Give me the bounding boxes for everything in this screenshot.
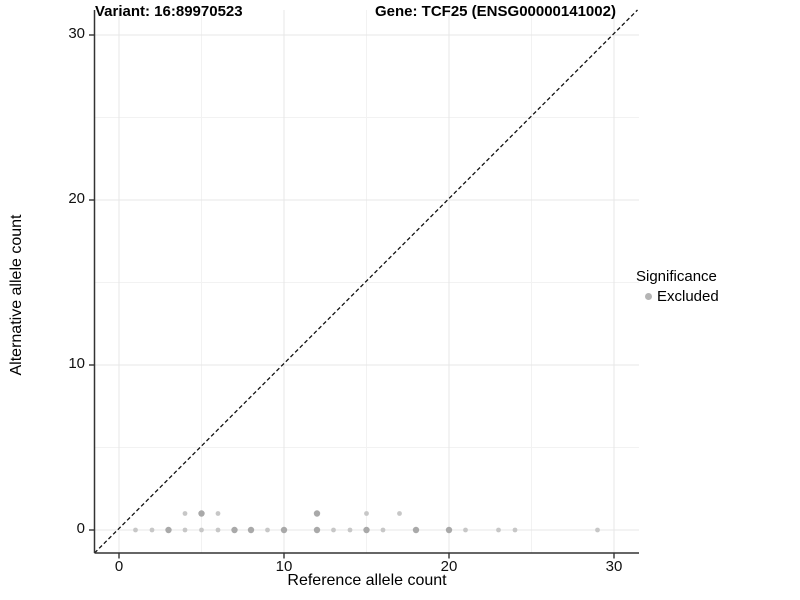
data-point: [198, 510, 205, 517]
x-tick-label: 20: [440, 558, 458, 575]
data-point: [463, 527, 468, 533]
data-point: [182, 527, 188, 533]
identity-line: [94, 9, 638, 554]
excluded-point-icon: [645, 293, 652, 300]
legend-item-label: Excluded: [657, 288, 719, 305]
y-tick-label: 30: [68, 25, 85, 42]
data-point: [380, 527, 386, 533]
plot-title-variant: Variant: 16:89970523: [95, 3, 243, 20]
tick-marks: [89, 34, 615, 559]
axis-lines: [93, 10, 639, 554]
x-axis-title: Reference allele count: [287, 572, 447, 589]
data-point: [265, 527, 270, 533]
data-point: [313, 526, 321, 534]
data-point: [412, 526, 420, 534]
minor-gridlines: [94, 10, 639, 553]
y-tick-label: 20: [68, 190, 85, 207]
data-point: [445, 526, 453, 534]
data-point: [512, 527, 518, 533]
data-point: [149, 527, 155, 533]
legend: Significance Excluded: [636, 268, 719, 305]
data-points: [133, 510, 600, 534]
data-point: [363, 526, 370, 534]
data-point: [215, 511, 221, 516]
x-tick-label: 0: [114, 558, 124, 575]
y-tick-label: 10: [68, 355, 85, 372]
data-point: [595, 527, 600, 533]
data-point: [347, 527, 353, 533]
data-point: [496, 527, 501, 533]
y-axis-title: Alternative allele count: [8, 214, 25, 376]
data-point: [182, 511, 188, 516]
data-point: [199, 527, 204, 533]
data-point: [133, 527, 138, 533]
plot-title-gene: Gene: TCF25 (ENSG00000141002): [375, 3, 616, 20]
data-point: [313, 510, 321, 517]
data-point: [397, 511, 402, 516]
x-tick-label: 30: [605, 558, 623, 575]
data-point: [331, 527, 336, 533]
legend-title: Significance: [636, 268, 717, 285]
data-point: [215, 527, 221, 533]
data-point: [247, 526, 255, 534]
data-point: [364, 511, 369, 516]
x-tick-label: 10: [275, 558, 293, 575]
data-point: [231, 526, 238, 534]
data-point: [165, 526, 172, 534]
legend-item-excluded: Excluded: [645, 288, 719, 305]
y-tick-label: 0: [76, 520, 85, 537]
data-point: [280, 526, 288, 534]
